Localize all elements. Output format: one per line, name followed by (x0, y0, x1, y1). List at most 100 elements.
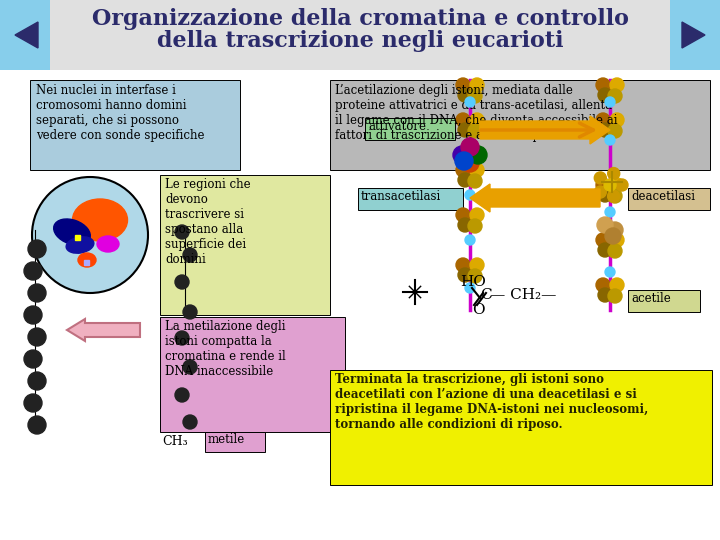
Circle shape (458, 123, 472, 137)
Circle shape (469, 146, 487, 164)
Circle shape (458, 173, 472, 187)
Circle shape (598, 88, 612, 102)
Circle shape (24, 394, 42, 412)
Circle shape (603, 238, 617, 252)
Circle shape (175, 275, 189, 289)
Circle shape (183, 360, 197, 374)
Circle shape (598, 243, 612, 257)
FancyBboxPatch shape (628, 290, 700, 312)
Circle shape (183, 248, 197, 262)
Circle shape (32, 177, 148, 293)
Circle shape (455, 152, 473, 170)
Text: — CH₂—: — CH₂— (490, 288, 557, 302)
FancyArrow shape (480, 116, 610, 144)
Circle shape (456, 163, 470, 177)
Text: della trascrizione negli eucarioti: della trascrizione negli eucarioti (157, 30, 563, 52)
Text: acetile: acetile (631, 292, 671, 305)
FancyBboxPatch shape (0, 0, 50, 70)
Circle shape (610, 178, 624, 192)
Circle shape (605, 267, 615, 277)
Circle shape (458, 218, 472, 232)
Circle shape (608, 244, 622, 258)
Circle shape (597, 217, 613, 233)
Circle shape (24, 350, 42, 368)
FancyBboxPatch shape (330, 370, 712, 485)
FancyBboxPatch shape (160, 175, 330, 315)
Circle shape (463, 213, 477, 227)
FancyBboxPatch shape (205, 432, 265, 452)
Circle shape (603, 118, 617, 132)
FancyArrow shape (67, 319, 140, 341)
Circle shape (596, 233, 610, 247)
Circle shape (605, 228, 621, 244)
Circle shape (24, 306, 42, 324)
Circle shape (608, 189, 622, 203)
Circle shape (461, 138, 479, 156)
Circle shape (456, 78, 470, 92)
Circle shape (608, 167, 620, 180)
Circle shape (610, 278, 624, 292)
Text: Nei nuclei in interfase i
cromosomi hanno domini
separati, che si possono
vedere: Nei nuclei in interfase i cromosomi hann… (36, 84, 204, 142)
Text: La metilazione degli
istoni compatta la
cromatina e rende il
DNA inaccessibile: La metilazione degli istoni compatta la … (165, 320, 286, 378)
Circle shape (604, 179, 616, 191)
Circle shape (28, 284, 46, 302)
FancyArrow shape (470, 184, 600, 212)
Circle shape (28, 328, 46, 346)
Text: deacetilasi: deacetilasi (631, 190, 695, 203)
Circle shape (596, 278, 610, 292)
Circle shape (183, 415, 197, 429)
FancyBboxPatch shape (628, 188, 710, 210)
Circle shape (468, 174, 482, 188)
Circle shape (608, 124, 622, 138)
Circle shape (470, 113, 484, 127)
Circle shape (456, 208, 470, 222)
FancyBboxPatch shape (365, 118, 455, 140)
Polygon shape (15, 22, 38, 48)
Circle shape (456, 258, 470, 272)
Circle shape (175, 225, 189, 239)
Text: transacetilasi: transacetilasi (361, 190, 441, 203)
Text: L’acetilazione degli istoni, mediata dalle
proteine attivatrici e da trans-aceti: L’acetilazione degli istoni, mediata dal… (335, 84, 618, 142)
Circle shape (608, 191, 620, 202)
Polygon shape (682, 22, 705, 48)
Ellipse shape (73, 199, 127, 241)
Bar (84, 260, 89, 265)
Ellipse shape (66, 237, 94, 253)
Circle shape (175, 388, 189, 402)
Circle shape (183, 305, 197, 319)
Circle shape (24, 262, 42, 280)
Text: Organizzazione della cromatina e controllo: Organizzazione della cromatina e control… (91, 8, 629, 30)
Text: CH₃: CH₃ (162, 435, 188, 448)
Circle shape (463, 83, 477, 97)
Circle shape (596, 113, 610, 127)
FancyBboxPatch shape (358, 188, 463, 210)
Circle shape (470, 163, 484, 177)
Circle shape (470, 258, 484, 272)
Circle shape (608, 89, 622, 103)
Circle shape (605, 207, 615, 217)
Circle shape (468, 269, 482, 283)
Circle shape (470, 208, 484, 222)
Circle shape (458, 268, 472, 282)
Text: attivatore: attivatore (368, 120, 426, 133)
Circle shape (458, 88, 472, 102)
Circle shape (28, 240, 46, 258)
FancyBboxPatch shape (30, 80, 240, 170)
Circle shape (468, 219, 482, 233)
Circle shape (463, 263, 477, 277)
Circle shape (596, 78, 610, 92)
FancyBboxPatch shape (330, 80, 710, 170)
Circle shape (605, 97, 615, 107)
Circle shape (605, 135, 615, 145)
Ellipse shape (97, 236, 119, 252)
Circle shape (608, 289, 622, 303)
Circle shape (616, 179, 628, 191)
FancyBboxPatch shape (0, 0, 720, 70)
Circle shape (463, 118, 477, 132)
Circle shape (453, 146, 471, 164)
Bar (75, 235, 80, 240)
Circle shape (607, 222, 623, 238)
Text: O: O (472, 303, 485, 317)
Ellipse shape (78, 253, 96, 267)
Circle shape (456, 113, 470, 127)
